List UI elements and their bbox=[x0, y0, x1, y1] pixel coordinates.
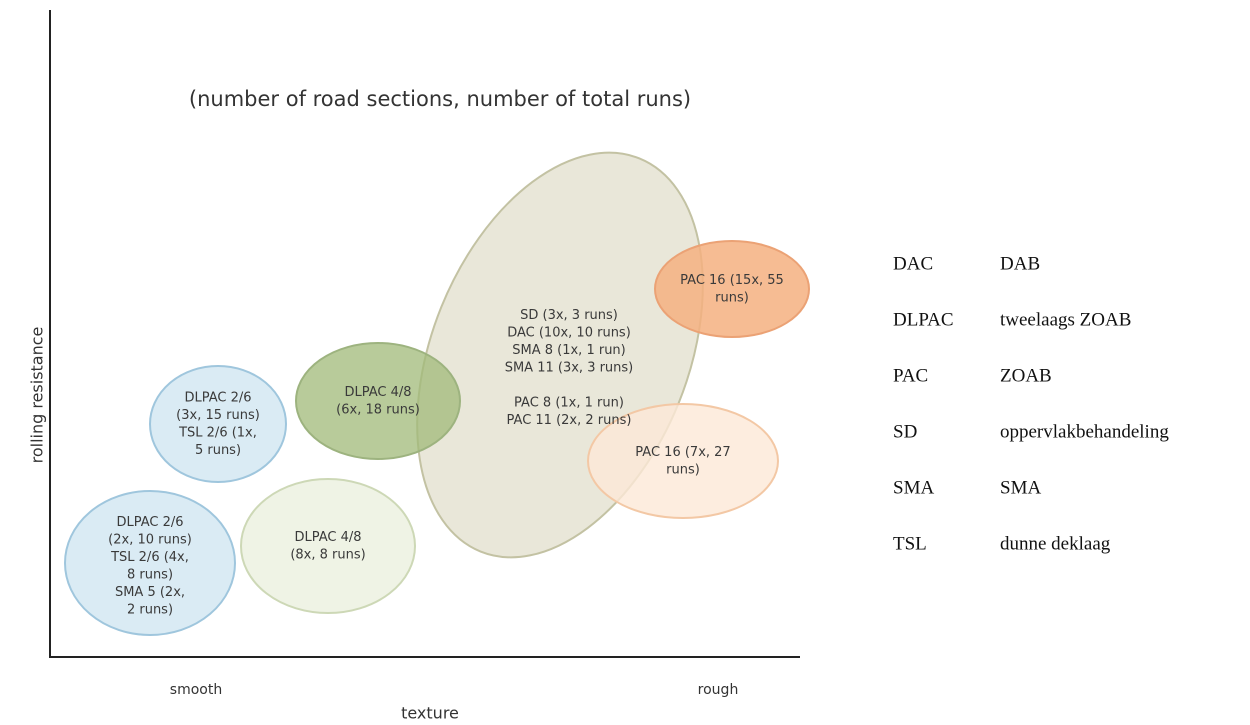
legend-meaning: DAB bbox=[1000, 253, 1040, 274]
node-label: (8x, 8 runs) bbox=[290, 547, 365, 562]
node-label: (3x, 15 runs) bbox=[176, 408, 260, 423]
node-label: PAC 16 (7x, 27 bbox=[635, 445, 730, 460]
node-label: PAC 8 (1x, 1 run) bbox=[514, 396, 624, 411]
x-axis-label: texture bbox=[401, 704, 459, 723]
node-label: runs) bbox=[666, 462, 700, 477]
nodes: DLPAC 2/6 (3x, 15 runs) TSL 2/6 (1x, 5 runs… bbox=[64, 151, 810, 636]
node-label: runs) bbox=[715, 290, 749, 305]
node-label: SMA 8 (1x, 1 run) bbox=[512, 343, 626, 358]
legend-meaning: ZOAB bbox=[1000, 365, 1052, 386]
legend-meaning: SMA bbox=[1000, 477, 1041, 498]
node-label: 5 runs) bbox=[195, 443, 241, 458]
legend-code: SMA bbox=[893, 477, 934, 498]
ellipse bbox=[295, 342, 461, 460]
node-label: SD (3x, 3 runs) bbox=[520, 308, 618, 323]
node-label: TSL 2/6 (1x, bbox=[178, 425, 257, 440]
subtitle: (number of road sections, number of tota… bbox=[189, 87, 691, 111]
ellipse bbox=[149, 365, 287, 483]
ellipse bbox=[240, 478, 416, 614]
x-high-label: rough bbox=[698, 682, 739, 698]
ellipse bbox=[587, 403, 779, 519]
node-label: 8 runs) bbox=[127, 567, 173, 582]
legend-meaning: tweelaags ZOAB bbox=[1000, 309, 1131, 330]
ellipse bbox=[64, 490, 236, 636]
node-label: DLPAC 2/6 bbox=[116, 515, 183, 530]
node-label: (6x, 18 runs) bbox=[336, 402, 420, 417]
legend: DAC DAB DLPAC tweelaags ZOAB PAC ZOAB SD opperv… bbox=[893, 253, 1169, 554]
legend-code: TSL bbox=[893, 533, 927, 554]
legend-code: PAC bbox=[893, 365, 928, 386]
ellipse bbox=[654, 240, 810, 338]
node-label: DLPAC 2/6 bbox=[184, 390, 251, 405]
node-label: PAC 16 (15x, 55 bbox=[680, 273, 784, 288]
legend-code: SD bbox=[893, 421, 917, 442]
legend-meaning: dunne deklaag bbox=[1000, 533, 1111, 554]
node-label: DLPAC 4/8 bbox=[344, 385, 411, 400]
node-label: DLPAC 4/8 bbox=[294, 530, 361, 545]
legend-code: DAC bbox=[893, 253, 933, 274]
legend-code: DLPAC bbox=[893, 309, 954, 330]
node-label: PAC 11 (2x, 2 runs) bbox=[507, 413, 632, 428]
x-low-label: smooth bbox=[170, 682, 222, 698]
legend-meaning: oppervlakbehandeling bbox=[1000, 421, 1169, 442]
node-label: 2 runs) bbox=[127, 602, 173, 617]
node-label: SMA 5 (2x, bbox=[115, 585, 185, 600]
node-label: TSL 2/6 (4x, bbox=[110, 550, 189, 565]
node-label: (2x, 10 runs) bbox=[108, 532, 192, 547]
node-label: DAC (10x, 10 runs) bbox=[507, 326, 631, 341]
y-axis-label: rolling resistance bbox=[28, 327, 47, 464]
node-label: SMA 11 (3x, 3 runs) bbox=[505, 361, 634, 376]
